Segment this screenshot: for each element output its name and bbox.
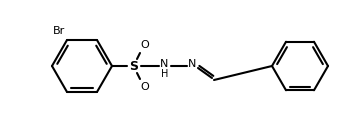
Text: N: N: [188, 59, 196, 69]
Text: O: O: [141, 40, 149, 50]
Text: S: S: [130, 60, 138, 72]
Text: N: N: [160, 59, 168, 69]
Text: O: O: [141, 82, 149, 92]
Text: Br: Br: [53, 26, 65, 36]
Text: H: H: [161, 69, 169, 79]
